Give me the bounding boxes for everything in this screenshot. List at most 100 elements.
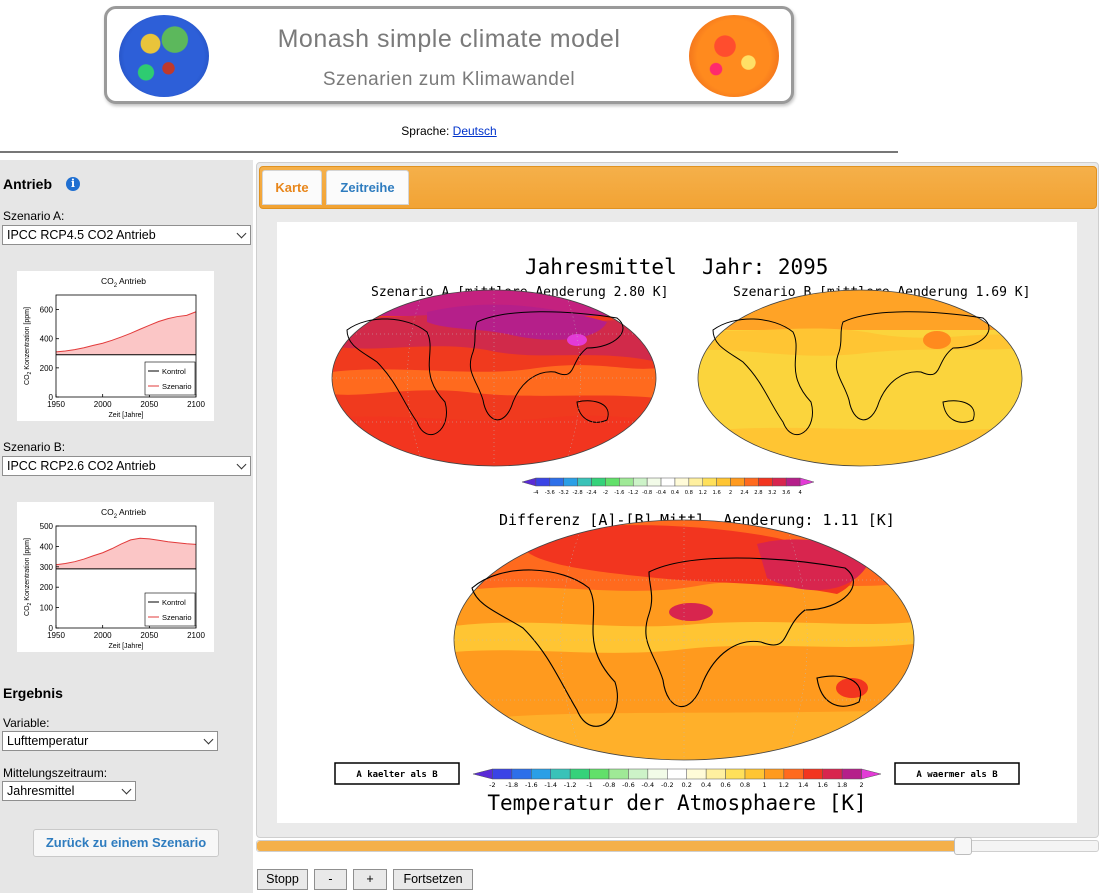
x-tick-label: 2000 bbox=[94, 400, 112, 409]
scenario-a-label: Szenario A: bbox=[3, 209, 65, 223]
chevron-down-icon bbox=[121, 784, 132, 795]
stop-button[interactable]: Stopp bbox=[257, 869, 308, 890]
colorbar-cell bbox=[686, 768, 707, 780]
colorbar-tick-label: 2 bbox=[729, 490, 732, 496]
scenario-a-select[interactable]: IPCC RCP4.5 CO2 Antrieb bbox=[2, 225, 251, 245]
resume-button[interactable]: Fortsetzen bbox=[393, 869, 473, 890]
x-tick-label: 2000 bbox=[94, 631, 112, 640]
colder-box bbox=[334, 762, 460, 785]
y-tick-label: 500 bbox=[40, 522, 54, 531]
colorbar-cell bbox=[569, 768, 590, 780]
colorbar-tick-label: 0.2 bbox=[682, 781, 692, 789]
plot-title-left: Jahresmittel bbox=[525, 255, 677, 279]
colorbar-tick-label: 1.2 bbox=[699, 490, 707, 496]
variable-label: Variable: bbox=[3, 716, 50, 730]
y-axis-label: CO2 Konzentration [ppm] bbox=[24, 307, 33, 385]
colorbar-tick-label: 2.4 bbox=[740, 490, 749, 496]
colorbar-tick-label: -2 bbox=[489, 781, 495, 789]
colorbar-tick-label: -4 bbox=[533, 490, 539, 496]
colorbar-arrow-low bbox=[472, 768, 493, 780]
scenario-b-label: Szenario B: bbox=[3, 440, 66, 454]
colorbar-cell bbox=[667, 768, 687, 780]
scenario-b-select[interactable]: IPCC RCP2.6 CO2 Antrieb bbox=[2, 456, 251, 476]
colorbar-tick-label: -1 bbox=[586, 781, 592, 789]
colorbar-tick-label: 1 bbox=[762, 781, 766, 789]
colorbar-cell bbox=[646, 477, 662, 487]
app-title: Monash simple climate model bbox=[277, 25, 621, 53]
info-icon[interactable]: i bbox=[66, 177, 80, 191]
colorbar-cell bbox=[822, 768, 843, 780]
colorbar-tick-label: 0.8 bbox=[740, 781, 750, 789]
colorbar-tick-label: 3.2 bbox=[768, 490, 776, 496]
colorbar-cell bbox=[535, 477, 551, 487]
colorbar-tick-label: 1.6 bbox=[818, 781, 828, 789]
scenario-fill-area bbox=[56, 311, 196, 355]
x-tick-label: 1950 bbox=[47, 631, 65, 640]
scenario-a-value: IPCC RCP4.5 CO2 Antrieb bbox=[7, 228, 156, 242]
scenario-b-value: IPCC RCP2.6 CO2 Antrieb bbox=[7, 459, 156, 473]
scenario-fill-area bbox=[56, 538, 196, 569]
globe-logo-right bbox=[689, 15, 779, 97]
tab-map[interactable]: Karte bbox=[262, 170, 322, 205]
y-tick-label: 200 bbox=[40, 583, 54, 592]
colorbar-arrow-high bbox=[799, 477, 815, 487]
year-slider-handle[interactable] bbox=[954, 837, 973, 855]
map-plot-svg: Jahresmittel Jahr: 2095 Szenario A [mitt… bbox=[331, 255, 1030, 815]
y-tick-label: 0 bbox=[49, 393, 54, 402]
header-banner: Monash simple climate model Szenarien zu… bbox=[104, 6, 794, 104]
colorbar-tick-label: -1.6 bbox=[614, 490, 624, 496]
colorbar-cell bbox=[772, 477, 787, 487]
language-label: Sprache: bbox=[401, 124, 450, 138]
x-axis-label: Zeit [Jahre] bbox=[108, 643, 143, 650]
x-tick-label: 2100 bbox=[187, 631, 205, 640]
colorbar-tick-label: -1.6 bbox=[525, 781, 538, 789]
variable-select[interactable]: Lufttemperatur bbox=[2, 731, 218, 751]
tab-timeseries[interactable]: Zeitreihe bbox=[326, 170, 409, 205]
colorbar-tick-label: 1.4 bbox=[798, 781, 808, 789]
app-subtitle: Szenarien zum Klimawandel bbox=[322, 69, 576, 90]
colorbar-tick-label: 3.6 bbox=[782, 490, 790, 496]
globe-logo-left bbox=[119, 15, 209, 97]
y-tick-label: 200 bbox=[40, 364, 54, 373]
colorbar-cell bbox=[589, 768, 610, 780]
map-b-coastlines bbox=[712, 311, 990, 435]
colorbar-cell bbox=[531, 768, 551, 780]
step-back-button[interactable]: - bbox=[314, 869, 347, 890]
colorbar-tick-label: -1.2 bbox=[564, 781, 577, 789]
colorbar-cell bbox=[511, 768, 532, 780]
diff-map-coastlines bbox=[471, 557, 862, 727]
year-slider-fill bbox=[257, 841, 964, 851]
colorbar-tick-label: -0.4 bbox=[656, 490, 667, 496]
colorbar-cell bbox=[764, 768, 785, 780]
language-link[interactable]: Deutsch bbox=[452, 124, 497, 138]
step-forward-button[interactable]: + bbox=[353, 869, 387, 890]
mini-chart-title: CO2 Antrieb bbox=[101, 507, 146, 520]
mini-chart-title: CO2 Antrieb bbox=[101, 276, 146, 289]
period-select[interactable]: Jahresmittel bbox=[2, 781, 136, 801]
colorbar-cell bbox=[628, 768, 649, 780]
legend-kontrol-label: Kontrol bbox=[162, 367, 186, 376]
colorbar-cell bbox=[716, 477, 731, 487]
y-tick-label: 600 bbox=[40, 306, 54, 315]
co2-forcing-chart-a-svg: CO2 Antrieb 0 200 400 600 1950 2000 2050 2100 Zei… bbox=[24, 276, 205, 419]
colorbar-cell bbox=[619, 477, 634, 487]
colorbar-cell bbox=[783, 768, 804, 780]
colorbar-tick-label: -2.8 bbox=[573, 490, 583, 496]
colorbar-tick-label: 1.6 bbox=[713, 490, 721, 496]
map-a-coastlines bbox=[346, 311, 624, 435]
legend-szenario-label: Szenario bbox=[162, 613, 192, 622]
y-tick-label: 100 bbox=[40, 604, 54, 613]
colorbar-tick-label: -0.6 bbox=[622, 781, 635, 789]
x-tick-label: 2050 bbox=[140, 400, 158, 409]
x-tick-label: 1950 bbox=[47, 400, 65, 409]
back-to-one-scenario-button[interactable]: Zurück zu einem Szenario bbox=[33, 829, 219, 857]
colorbar-cell bbox=[549, 477, 564, 487]
colorbar-cell bbox=[591, 477, 606, 487]
colorbar-cell bbox=[674, 477, 690, 487]
colorbar-cell bbox=[702, 477, 717, 487]
colorbar-cell bbox=[563, 477, 578, 487]
colorbar-arrow-low bbox=[521, 477, 537, 487]
colorbar-tick-label: 2 bbox=[860, 781, 864, 789]
colorbar-tick-label: -0.4 bbox=[642, 781, 655, 789]
colorbar-cell bbox=[605, 477, 620, 487]
